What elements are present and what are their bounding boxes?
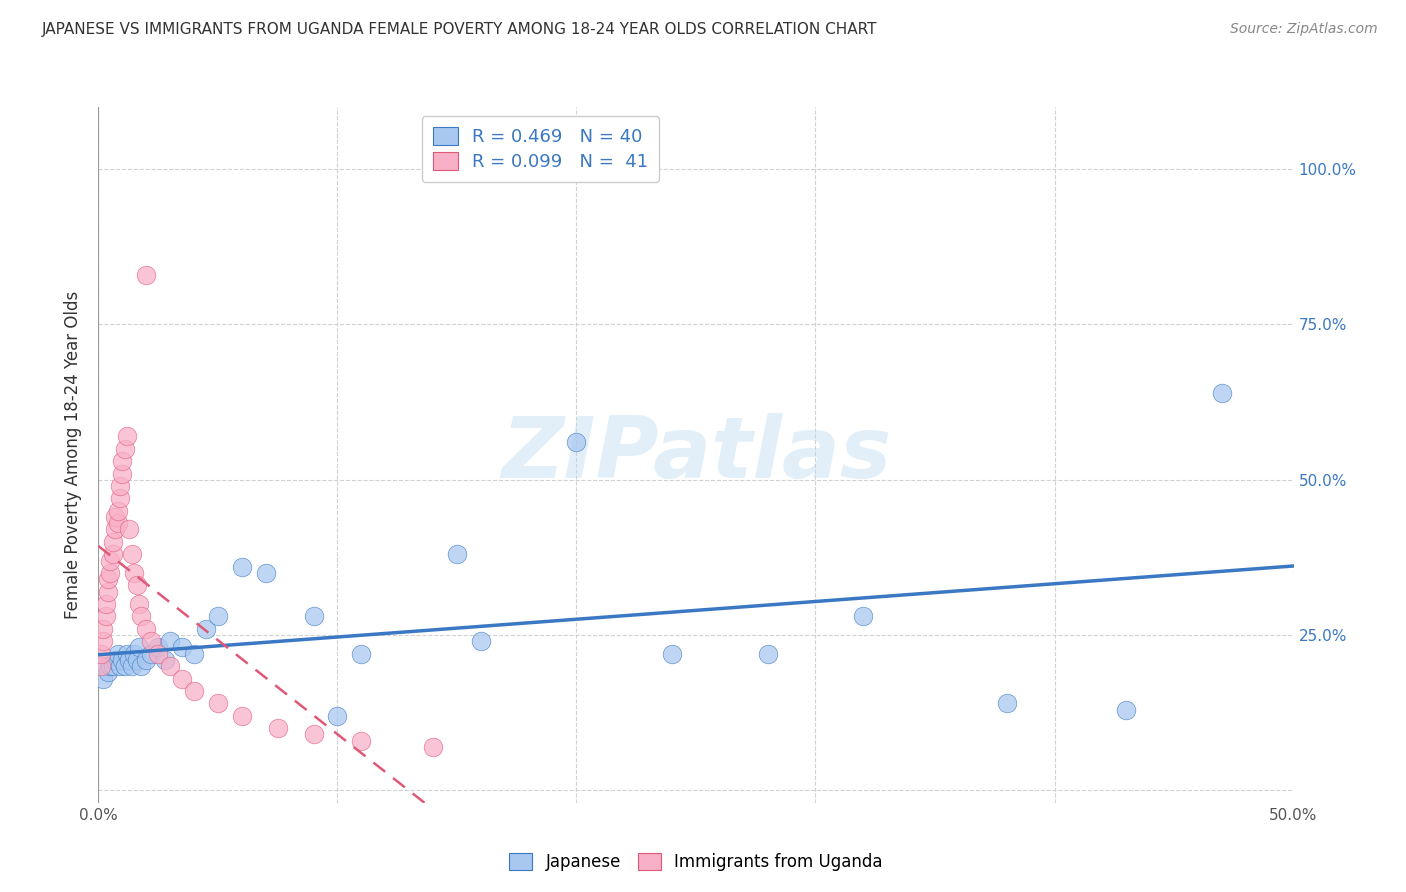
Point [302, 727, 325, 741]
Point [98, 566, 122, 580]
Point [159, 659, 181, 673]
Point [111, 467, 134, 481]
Point [995, 697, 1018, 711]
Point [107, 516, 129, 531]
Point [104, 653, 127, 667]
Point [111, 653, 134, 667]
Point [1115, 703, 1137, 717]
Point [128, 597, 150, 611]
Point [107, 647, 129, 661]
Point [135, 653, 157, 667]
Point [155, 653, 177, 667]
Point [108, 491, 131, 506]
Point [115, 429, 138, 443]
Point [114, 659, 136, 673]
Point [148, 647, 170, 661]
Point [94, 659, 117, 673]
Point [108, 659, 131, 673]
Y-axis label: Female Poverty Among 18-24 Year Olds: Female Poverty Among 18-24 Year Olds [65, 291, 83, 619]
Point [139, 647, 162, 661]
Point [207, 697, 229, 711]
Text: JAPANESE VS IMMIGRANTS FROM UGANDA FEMALE POVERTY AMONG 18-24 YEAR OLDS CORRELAT: JAPANESE VS IMMIGRANTS FROM UGANDA FEMAL… [42, 22, 877, 37]
Point [101, 659, 124, 673]
Point [115, 647, 138, 661]
Point [172, 640, 194, 655]
Point [111, 454, 134, 468]
Text: Source: ZipAtlas.com: Source: ZipAtlas.com [1230, 22, 1378, 37]
Point [104, 510, 127, 524]
Point [125, 653, 148, 667]
Point [131, 659, 153, 673]
Point [125, 578, 148, 592]
Point [121, 547, 143, 561]
Point [159, 634, 181, 648]
Point [207, 609, 229, 624]
Point [124, 647, 146, 661]
Point [104, 523, 127, 537]
Point [121, 659, 143, 673]
Point [97, 584, 120, 599]
Point [97, 572, 120, 586]
Point [101, 547, 124, 561]
Point [852, 609, 875, 624]
Point [98, 553, 122, 567]
Legend: Japanese, Immigrants from Uganda: Japanese, Immigrants from Uganda [502, 847, 890, 878]
Point [101, 534, 124, 549]
Point [326, 708, 349, 723]
Point [97, 665, 120, 680]
Point [94, 597, 117, 611]
Point [90, 659, 112, 673]
Point [172, 672, 194, 686]
Point [254, 566, 277, 580]
Point [91, 634, 114, 648]
Point [131, 609, 153, 624]
Point [94, 609, 117, 624]
Point [114, 442, 136, 456]
Point [231, 708, 253, 723]
Point [231, 559, 253, 574]
Point [128, 640, 150, 655]
Point [302, 609, 325, 624]
Point [350, 647, 373, 661]
Point [91, 672, 114, 686]
Point [139, 634, 162, 648]
Point [91, 622, 114, 636]
Point [194, 622, 218, 636]
Point [118, 523, 141, 537]
Point [124, 566, 146, 580]
Point [565, 435, 588, 450]
Point [107, 504, 129, 518]
Point [661, 647, 683, 661]
Point [183, 684, 205, 698]
Text: ZIPatlas: ZIPatlas [501, 413, 891, 497]
Point [183, 647, 205, 661]
Point [422, 739, 444, 754]
Point [350, 733, 373, 747]
Point [148, 640, 170, 655]
Point [267, 721, 290, 735]
Point [470, 634, 492, 648]
Point [446, 547, 468, 561]
Point [756, 647, 779, 661]
Point [135, 622, 157, 636]
Point [90, 647, 112, 661]
Point [135, 268, 157, 282]
Point [108, 479, 131, 493]
Point [98, 659, 122, 673]
Point [118, 653, 141, 667]
Point [1211, 385, 1233, 400]
